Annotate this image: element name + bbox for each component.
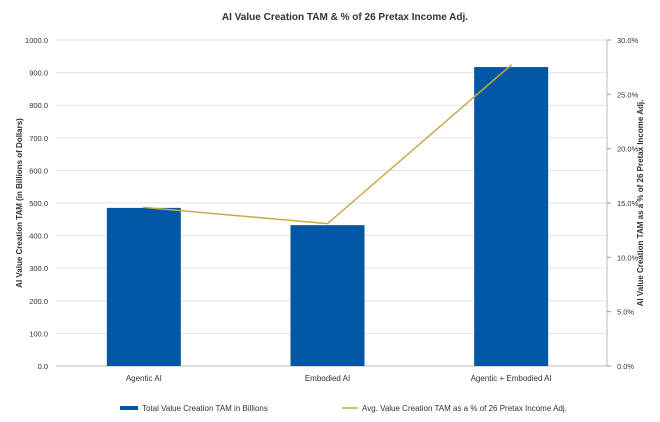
y2-tick-label: 0.0% <box>617 362 634 371</box>
legend-bar-swatch <box>120 406 138 410</box>
line-point <box>326 222 329 225</box>
y-tick-label: 100.0 <box>29 329 48 338</box>
chart-title: AI Value Creation TAM & % of 26 Pretax I… <box>222 12 468 23</box>
x-tick-label: Embodied AI <box>305 374 350 383</box>
y-tick-label: 900.0 <box>29 69 48 78</box>
x-tick-label: Agentic + Embodied AI <box>471 374 552 383</box>
y-tick-label: 800.0 <box>29 101 48 110</box>
y-tick-label: 700.0 <box>29 134 48 143</box>
legend-line-label: Avg. Value Creation TAM as a % of 26 Pre… <box>362 404 567 413</box>
y-tick-label: 600.0 <box>29 166 48 175</box>
y2-tick-label: 5.0% <box>617 308 634 317</box>
y2-tick-label: 25.0% <box>617 90 639 99</box>
y2-tick-label: 10.0% <box>617 253 639 262</box>
y2-axis-label: AI Value Creation TAM as a % of 26 Preta… <box>636 100 645 307</box>
y2-tick-label: 20.0% <box>617 145 639 154</box>
y2-tick-label: 15.0% <box>617 199 639 208</box>
bar-agentic-ai <box>106 207 181 366</box>
legend-bar-label: Total Value Creation TAM in Billions <box>142 404 268 413</box>
y-tick-label: 500.0 <box>29 199 48 208</box>
y-tick-label: 1000.0 <box>25 36 48 45</box>
y-axis-label: AI Value Creation TAM (in Billions of Do… <box>15 118 24 288</box>
y2-tick-label: 30.0% <box>617 36 639 45</box>
line-point <box>510 64 512 66</box>
line-point <box>143 206 145 209</box>
y-tick-label: 400.0 <box>29 232 48 241</box>
line-series <box>143 64 512 225</box>
y-tick-label: 200.0 <box>29 297 48 306</box>
x-tick-label: Agentic AI <box>126 374 162 383</box>
y-tick-label: 300.0 <box>29 264 48 273</box>
bar-embodied-ai <box>290 225 365 366</box>
y-tick-label: 0.0 <box>38 362 48 371</box>
bar-agentic-embodied-ai <box>474 67 549 367</box>
